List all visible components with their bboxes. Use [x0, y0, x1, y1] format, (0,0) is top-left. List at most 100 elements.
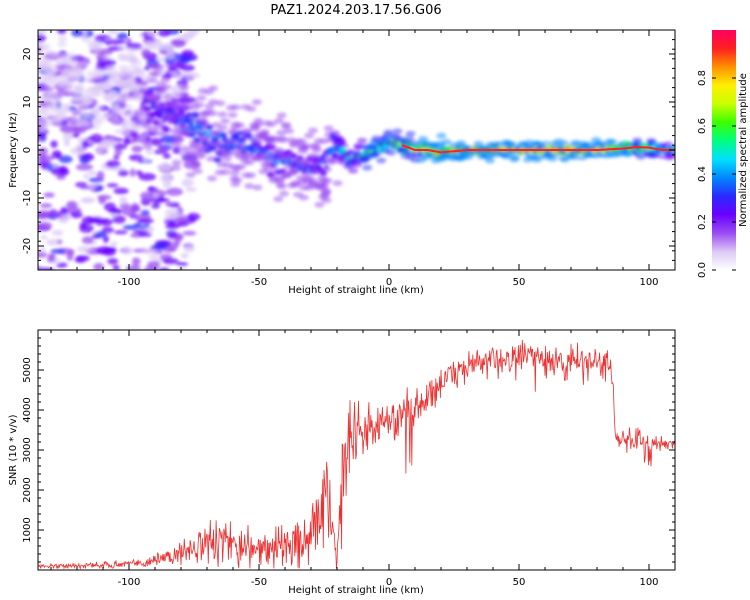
spectrogram-blob: [159, 49, 169, 55]
spectrogram-blob: [273, 117, 284, 124]
spectrogram-blob: [278, 136, 289, 143]
spectrogram-blob: [51, 150, 62, 159]
spectrogram-blob: [304, 174, 315, 181]
spectrogram-blob: [107, 258, 119, 265]
spectrogram-blob: [62, 58, 73, 65]
spectrogram-blob: [179, 151, 190, 158]
spectrogram-blob: [509, 154, 520, 161]
spectrogram-blob: [318, 159, 323, 163]
spectrogram-blob: [202, 137, 213, 144]
spectrogram-blob: [104, 82, 115, 89]
spectrogram-blob: [79, 185, 89, 190]
spectrogram-blob: [308, 127, 319, 134]
spectrogram-blob: [163, 94, 174, 101]
spectrogram-blob: [171, 159, 182, 166]
spectrogram-blob: [163, 218, 178, 225]
spectrogram-blob: [40, 42, 51, 49]
spectrogram-blob: [38, 159, 51, 167]
spectrogram-blob: [109, 102, 120, 109]
spectrogram-blob: [52, 52, 63, 59]
spectrogram-blob: [311, 147, 322, 154]
x-tick-label: 0: [386, 577, 392, 588]
spectrogram-blob: [263, 150, 268, 154]
spectrogram-blob: [138, 172, 157, 181]
spectrogram-blob: [42, 57, 53, 64]
spectrogram-blob: [114, 108, 125, 115]
spectrogram-blob: [266, 143, 277, 150]
colorbar-gradient: [712, 30, 736, 270]
spectrogram-blob: [161, 84, 172, 91]
spectrogram-blob: [126, 112, 137, 119]
spectrogram-blob: [179, 92, 190, 99]
spectrogram-blob: [266, 121, 277, 128]
spectrogram-blob: [332, 180, 343, 187]
spectrogram-blob: [39, 203, 53, 208]
spectrogram-blob: [133, 67, 144, 74]
spectrogram-blob: [125, 265, 142, 270]
spectrogram-blob: [146, 89, 154, 95]
spectrogram-blob: [604, 138, 615, 145]
spectrogram-blob: [207, 110, 218, 117]
spectrogram-blob: [230, 180, 241, 187]
spectrogram-blob: [138, 232, 152, 237]
spectrogram-blob: [107, 30, 119, 35]
spectrogram-blob: [276, 129, 287, 136]
spectrogram-blob: [59, 125, 77, 133]
spectrogram-blob: [227, 112, 238, 119]
spectrogram-blob: [646, 138, 657, 145]
spectrogram-blob: [79, 62, 90, 69]
spectrogram-blob: [152, 65, 163, 72]
spectrogram-blob: [398, 146, 409, 153]
spectrogram-blob: [139, 74, 150, 81]
spectrogram-blob: [139, 86, 150, 93]
spectrogram-blob: [206, 175, 217, 182]
spectrogram-blob: [77, 106, 88, 113]
spectrogram-blob: [266, 171, 274, 178]
spectrogram-blob: [119, 87, 130, 94]
spectrogram-blob: [195, 153, 206, 160]
spectrogram-blob: [60, 213, 72, 222]
spectrogram-blob: [38, 210, 52, 219]
spectrogram-blob: [104, 94, 115, 101]
spectrogram-blob: [165, 201, 173, 207]
spectrogram-blob: [220, 118, 231, 125]
spectrogram-blob: [78, 76, 89, 83]
spectrogram-blob: [162, 127, 170, 133]
spectrogram-blob: [418, 135, 429, 142]
spectrogram-blob: [119, 69, 130, 76]
spectrogram-blob: [132, 59, 143, 66]
x-tick-label: -100: [118, 277, 141, 288]
spectrogram-blob: [199, 118, 210, 125]
spectrogram-blob: [298, 194, 309, 201]
x-tick-label: -50: [251, 577, 267, 588]
figure-title: PAZ1.2024.203.17.56.G06: [270, 3, 441, 18]
spectrogram-blob: [163, 174, 172, 180]
spectrogram-blob: [162, 258, 179, 265]
spectrogram-blob: [51, 229, 64, 236]
x-tick-label: 50: [513, 577, 526, 588]
spectrogram-blob: [185, 171, 196, 178]
spectrogram-blob: [296, 179, 307, 186]
spectrogram-blob: [129, 168, 136, 177]
spectrogram-blob: [51, 64, 62, 71]
spectrogram-blob: [314, 201, 325, 208]
spectrogram-blob: [164, 57, 175, 65]
spectrogram-blob: [245, 133, 253, 139]
spectrogram-blob: [108, 113, 119, 120]
spectrogram-blob: [123, 136, 131, 146]
spectrogram-blob: [38, 109, 45, 116]
x-tick-label: -50: [251, 277, 267, 288]
spectrogram-blob: [76, 121, 92, 127]
spectrogram-blob: [46, 238, 59, 246]
spectrogram-blob: [194, 101, 205, 108]
spectrogram-blob: [376, 157, 387, 164]
spectrogram-blob: [160, 146, 171, 153]
spectrogram-blob: [66, 200, 78, 210]
spectrogram-blob: [246, 172, 257, 179]
spectrogram-blob: [114, 149, 123, 156]
spectrogram-blob: [165, 223, 180, 230]
spectrogram-blob: [272, 159, 278, 163]
spectrogram-blob: [276, 112, 287, 119]
x-tick-label: -100: [118, 577, 141, 588]
